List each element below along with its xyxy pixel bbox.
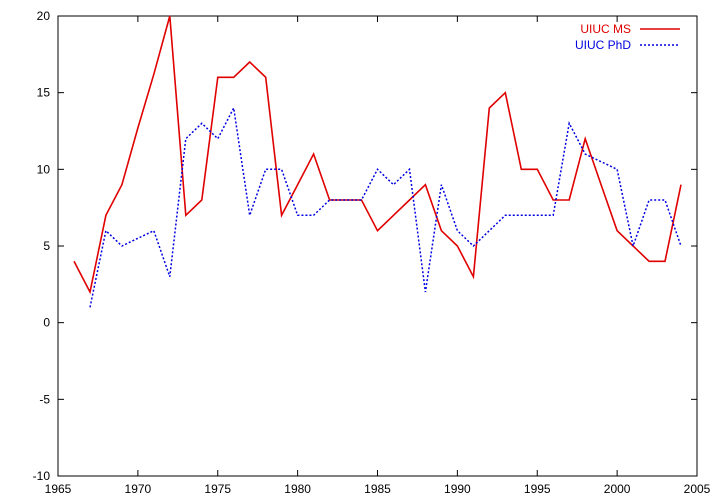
y-tick-label: 0	[43, 316, 50, 330]
y-tick-label: -10	[33, 469, 51, 483]
series-line-uiuc-phd	[89, 105, 682, 308]
y-tick-label: 15	[37, 86, 51, 100]
series-lines	[73, 15, 682, 308]
y-tick-label: 20	[37, 9, 51, 23]
x-tick-label: 1970	[125, 482, 152, 496]
plot-frame	[57, 15, 698, 477]
y-tick-label: 5	[43, 239, 50, 253]
legend: UIUC MS UIUC PhD	[575, 22, 680, 52]
x-tick-label: 1975	[204, 482, 231, 496]
legend-label: UIUC PhD	[575, 38, 631, 52]
x-tick-label: 2000	[604, 482, 631, 496]
x-tick-label: 1995	[524, 482, 551, 496]
series-line-uiuc-ms	[73, 15, 682, 295]
y-tick-label: 10	[37, 162, 51, 176]
axes: 1965 1970 1975 1980 1985 1990 1995 2000 2005-10-…	[33, 9, 711, 496]
x-tick-label: 1990	[444, 482, 471, 496]
x-tick-label: 1965	[45, 482, 72, 496]
y-tick-label: -5	[39, 392, 50, 406]
x-tick-label: 1985	[364, 482, 391, 496]
x-tick-label: 1980	[284, 482, 311, 496]
legend-label: UIUC MS	[580, 22, 631, 36]
x-tick-label: 2005	[684, 482, 711, 496]
